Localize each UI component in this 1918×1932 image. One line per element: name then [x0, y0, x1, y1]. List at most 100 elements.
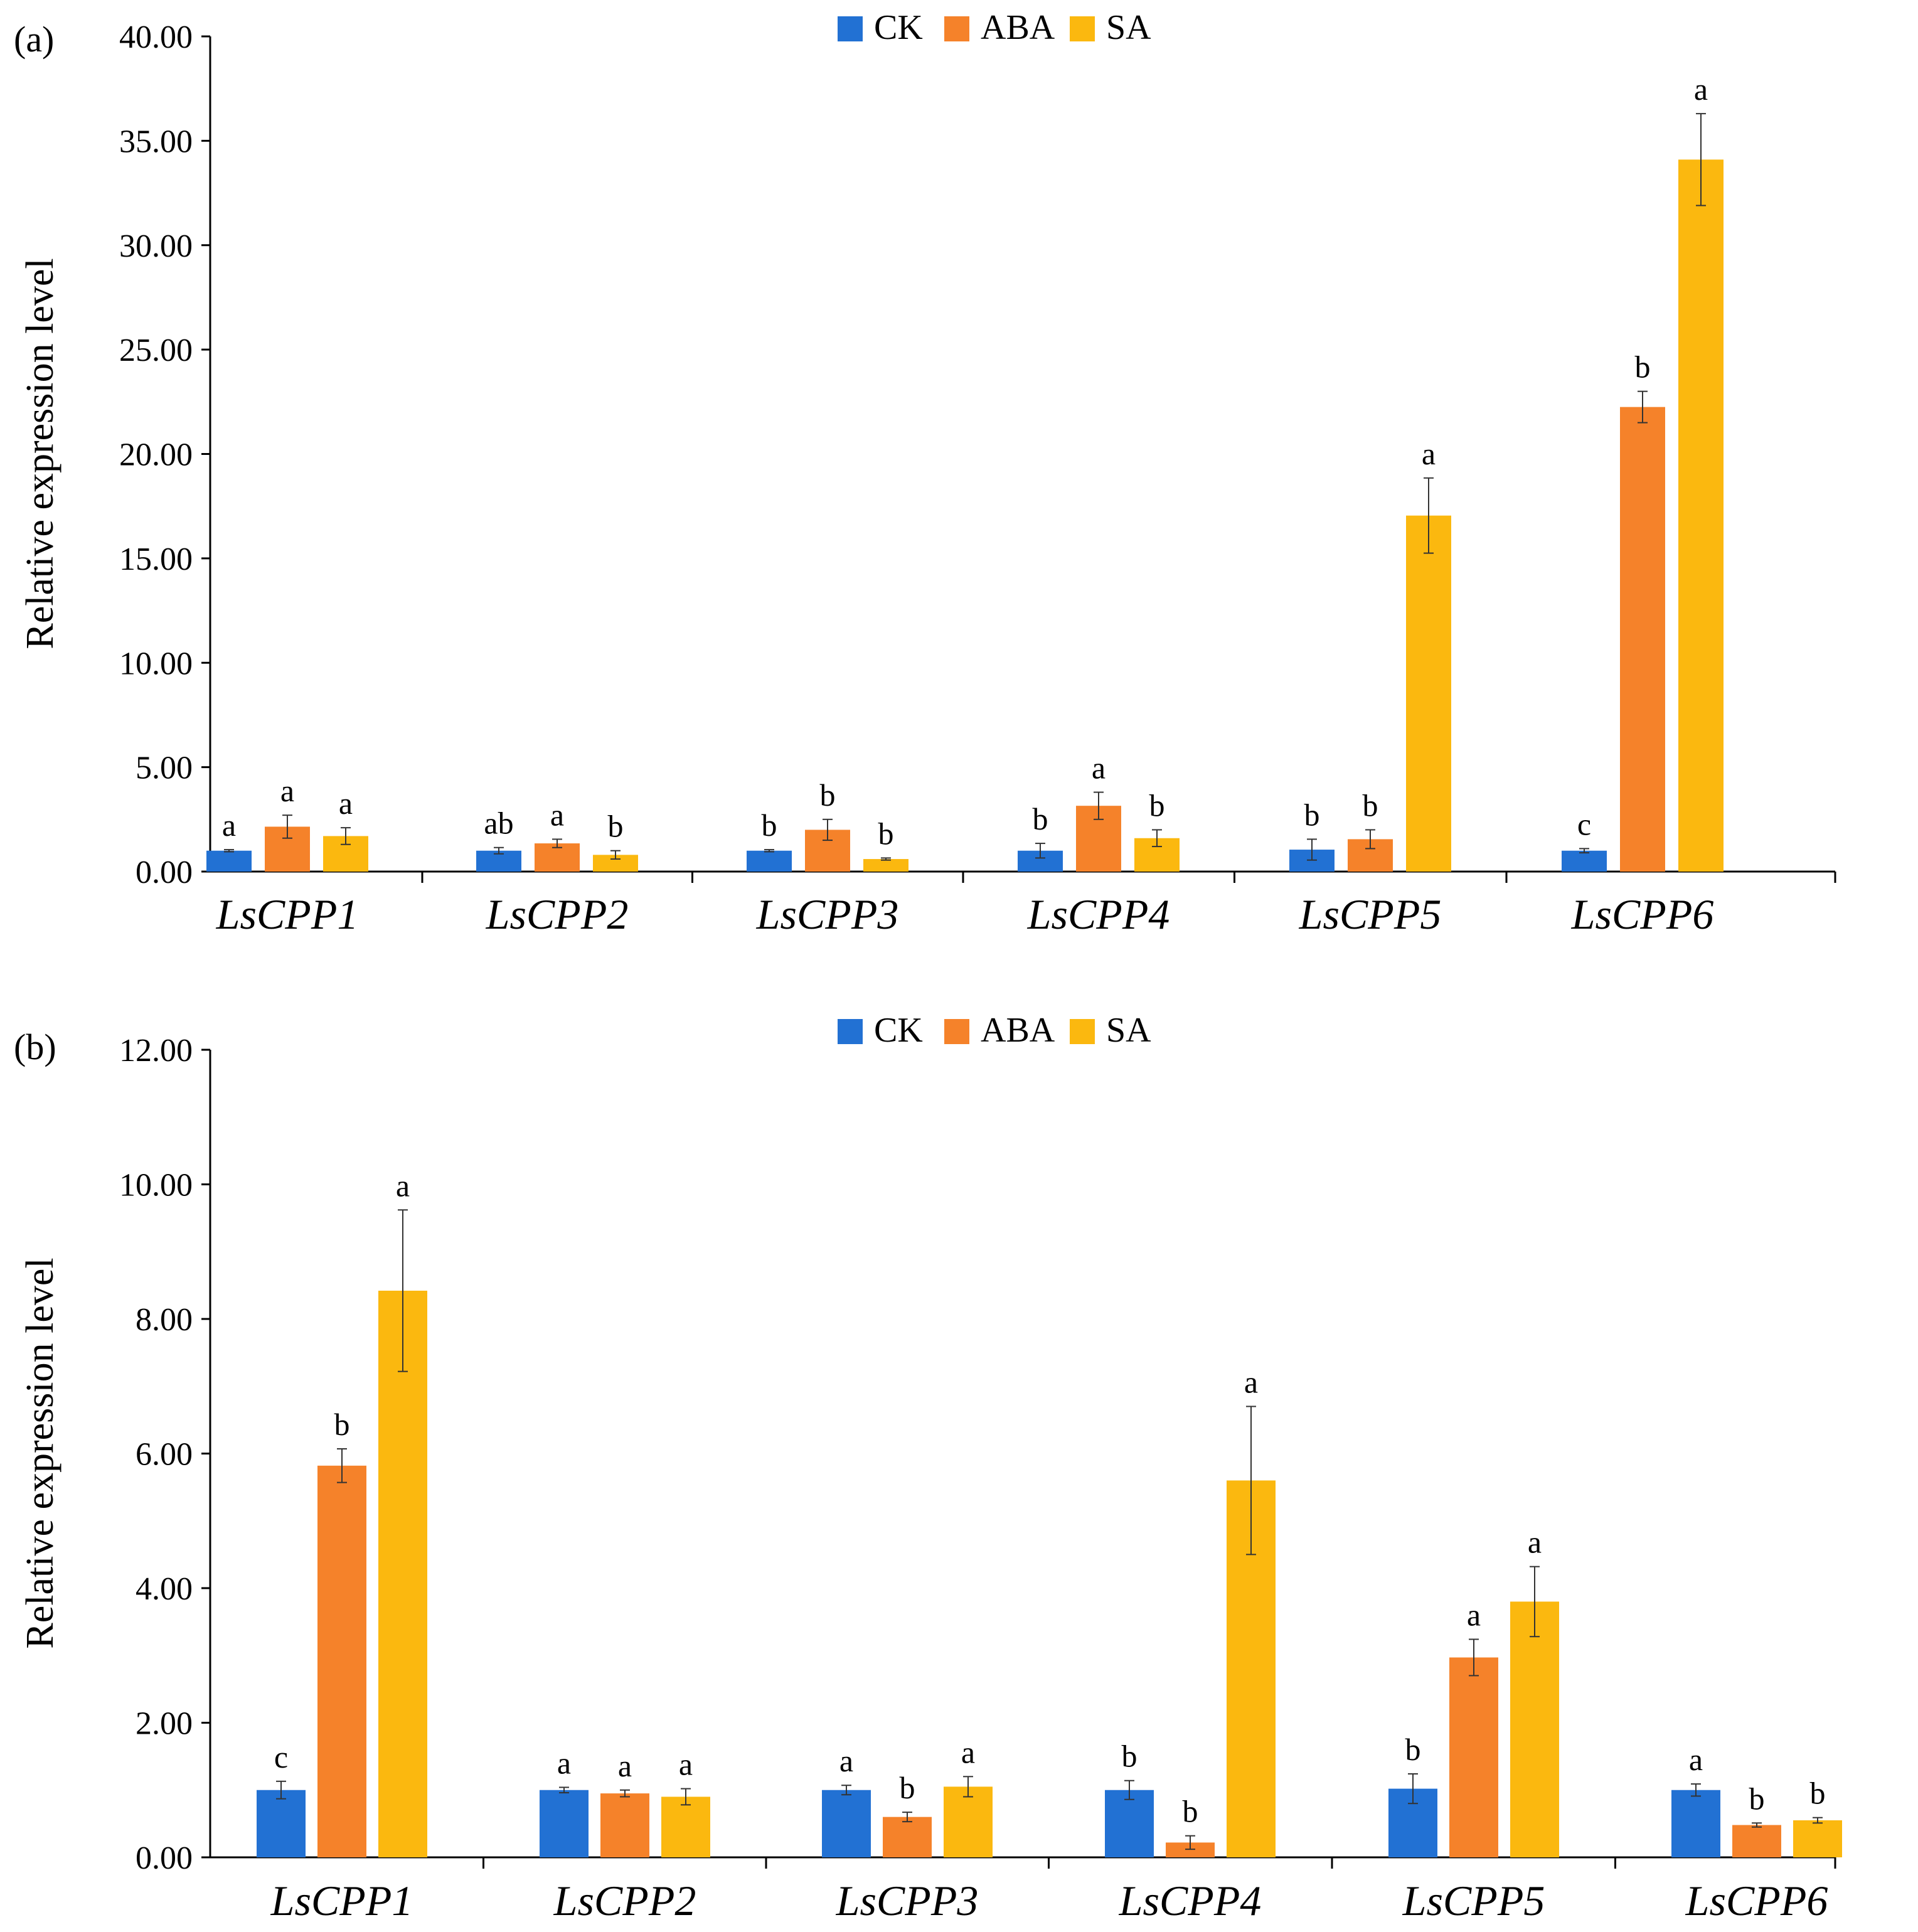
- significance-letter: a: [1689, 1742, 1703, 1777]
- bar-aba: [317, 1465, 366, 1857]
- panel-a: (a) 0.00 5.00 10.00 15.00 20.00 25.00 30.00 35.…: [14, 8, 1836, 938]
- significance-letter: b: [1122, 1739, 1137, 1774]
- bar-sa: [1678, 159, 1724, 872]
- legend-label: ABA: [981, 8, 1055, 47]
- significance-letter: b: [762, 808, 777, 843]
- significance-letter: a: [1244, 1364, 1258, 1399]
- significance-letter: b: [1149, 787, 1165, 823]
- category-label: LsCPP4: [1027, 890, 1170, 938]
- significance-letter: a: [1092, 750, 1106, 786]
- significance-letter: b: [1405, 1732, 1421, 1767]
- significance-letter: b: [1363, 787, 1378, 823]
- y-tick-label: 15.00: [119, 542, 193, 577]
- legend-label: ABA: [981, 1011, 1055, 1050]
- category-label: LsCPP5: [1299, 890, 1442, 938]
- category-label: LsCPP6: [1685, 1877, 1828, 1924]
- y-tick-label: 0.00: [136, 1840, 193, 1876]
- y-tick-label: 20.00: [119, 437, 193, 473]
- bar-aba: [1449, 1657, 1498, 1857]
- bar-aba: [883, 1817, 932, 1857]
- y-tick-label: 40.00: [119, 19, 193, 55]
- significance-letter: b: [878, 816, 894, 851]
- significance-letter: b: [1033, 801, 1048, 836]
- bar-ck: [257, 1790, 306, 1857]
- category-label: LsCPP3: [756, 890, 899, 938]
- category-label: LsCPP6: [1571, 890, 1714, 938]
- significance-letter: b: [1810, 1776, 1826, 1811]
- significance-letter: a: [1467, 1598, 1481, 1633]
- category-label: LsCPP5: [1402, 1877, 1545, 1924]
- panel-label: (b): [14, 1027, 56, 1067]
- y-tick-label: 6.00: [136, 1437, 193, 1473]
- significance-letter: c: [274, 1739, 288, 1775]
- category-label: LsCPP3: [836, 1877, 979, 1924]
- bar-sa: [1406, 515, 1451, 872]
- bar-ck: [1671, 1790, 1720, 1857]
- legend: CK ABA SA: [838, 8, 1151, 47]
- significance-letter: a: [1694, 72, 1708, 107]
- significance-letter: b: [820, 777, 836, 813]
- legend-label: CK: [874, 1011, 923, 1050]
- y-tick-label: 4.00: [136, 1571, 193, 1607]
- significance-letter: b: [1635, 350, 1651, 385]
- category-label: LsCPP4: [1119, 1877, 1262, 1924]
- legend-swatch-aba: [944, 1019, 969, 1044]
- bar-sa: [1510, 1601, 1559, 1857]
- bar-ck: [1105, 1790, 1154, 1857]
- y-tick-label: 12.00: [119, 1033, 193, 1069]
- panel-label: (a): [14, 19, 54, 60]
- significance-letter: a: [679, 1747, 693, 1782]
- significance-letter: b: [608, 809, 624, 844]
- significance-letter: b: [1749, 1781, 1765, 1816]
- y-tick-label: 35.00: [119, 124, 193, 159]
- significance-letter: a: [280, 773, 294, 808]
- y-tick-label: 8.00: [136, 1302, 193, 1338]
- y-axis-title: Relative expression level: [19, 1257, 61, 1648]
- legend-swatch-ck: [838, 1019, 863, 1044]
- category-label: LsCPP1: [270, 1877, 413, 1924]
- bar-sa: [1793, 1820, 1842, 1857]
- bar-ck: [822, 1790, 871, 1857]
- bar-sa: [378, 1290, 427, 1857]
- significance-letter: a: [396, 1168, 410, 1203]
- category-label: LsCPP2: [486, 890, 629, 938]
- bar-sa: [661, 1796, 710, 1857]
- legend-swatch-sa: [1070, 1019, 1095, 1044]
- panel-b: (b) 0.00 2.00 4.00 6.00 8.00 10.00 12.00 LsCPP1…: [14, 1011, 1842, 1924]
- significance-letter: b: [334, 1407, 350, 1442]
- y-tick-label: 5.00: [136, 750, 193, 786]
- bar-ck: [540, 1790, 589, 1857]
- significance-letter: b: [1183, 1794, 1198, 1829]
- significance-letter: a: [339, 786, 353, 821]
- significance-letter: b: [1304, 797, 1320, 832]
- y-tick-label: 10.00: [119, 1168, 193, 1203]
- y-tick-label: 30.00: [119, 228, 193, 264]
- legend-label: SA: [1106, 1011, 1151, 1050]
- legend-swatch-sa: [1070, 16, 1095, 41]
- significance-letter: ab: [484, 806, 513, 841]
- legend: CK ABA SA: [838, 1011, 1151, 1050]
- legend-swatch-ck: [838, 16, 863, 41]
- significance-letter: c: [1577, 806, 1591, 841]
- bar-ck: [206, 850, 252, 872]
- bar-aba: [1166, 1842, 1215, 1857]
- bar-ck: [747, 850, 792, 872]
- bar-aba: [600, 1793, 649, 1857]
- bar-aba: [1620, 407, 1665, 872]
- category-label: LsCPP2: [553, 1877, 696, 1924]
- y-tick-label: 2.00: [136, 1706, 193, 1742]
- legend-label: CK: [874, 8, 923, 47]
- significance-letter: a: [961, 1734, 975, 1769]
- significance-letter: a: [618, 1748, 632, 1783]
- significance-letter: a: [839, 1743, 853, 1778]
- bar-ck: [1562, 850, 1607, 872]
- bar-sa: [863, 859, 908, 872]
- y-tick-label: 25.00: [119, 333, 193, 368]
- y-tick-label: 10.00: [119, 646, 193, 681]
- bar-sa: [944, 1786, 993, 1857]
- y-tick-label: 0.00: [136, 855, 193, 890]
- significance-letter: a: [1422, 436, 1436, 471]
- significance-letter: a: [222, 808, 236, 843]
- significance-letter: a: [550, 797, 564, 832]
